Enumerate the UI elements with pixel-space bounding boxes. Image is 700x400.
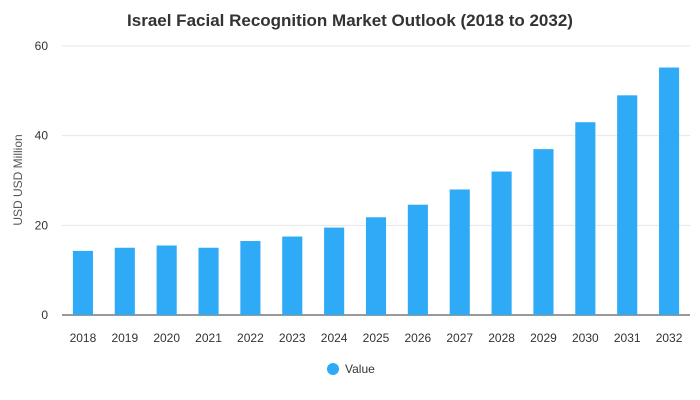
bar-2029[interactable] [533, 149, 554, 315]
y-tick-labels: 0 20 40 60 [35, 39, 49, 322]
x-tick-label-2021: 2021 [195, 331, 222, 345]
y-tick-label: 20 [35, 218, 49, 232]
x-tick-label-2019: 2019 [111, 331, 138, 345]
legend-marker-value [327, 363, 339, 375]
bar-2022[interactable] [240, 241, 261, 315]
x-tick-label-2030: 2030 [572, 331, 599, 345]
x-tick-label-2022: 2022 [237, 331, 264, 345]
bar-2025[interactable] [365, 217, 387, 315]
x-tick-label-2020: 2020 [153, 331, 180, 345]
legend[interactable]: Value [327, 362, 375, 376]
bar-2032[interactable] [659, 67, 680, 316]
legend-label-value: Value [345, 362, 375, 376]
bar-2027[interactable] [449, 189, 470, 315]
y-tick-label: 60 [35, 39, 49, 53]
bar-2023[interactable] [282, 236, 303, 315]
bar-2020[interactable] [156, 245, 177, 315]
x-tick-label-2027: 2027 [446, 331, 473, 345]
y-tick-label: 40 [35, 129, 49, 143]
bar-2031[interactable] [617, 95, 638, 315]
x-tick-label-2029: 2029 [530, 331, 557, 345]
x-tick-label-2018: 2018 [70, 331, 97, 345]
x-tick-label-2023: 2023 [279, 331, 306, 345]
x-tick-label-2024: 2024 [321, 331, 348, 345]
x-tick-label-2026: 2026 [405, 331, 432, 345]
x-tick-label-2031: 2031 [614, 331, 641, 345]
bar-2018[interactable] [72, 250, 93, 315]
chart-title: Israel Facial Recognition Market Outlook… [127, 11, 573, 30]
bar-2021[interactable] [198, 247, 219, 315]
x-tick-label-2032: 2032 [656, 331, 683, 345]
y-axis-label: USD USD Million [11, 134, 25, 225]
x-tick-label-2025: 2025 [363, 331, 390, 345]
bars [72, 67, 680, 316]
bar-2026[interactable] [407, 204, 428, 315]
bar-2024[interactable] [324, 227, 345, 315]
x-tick-labels: 2018 2019 2020 2021 2022 2023 2024 2025 2026 2027… [70, 331, 683, 345]
bar-2019[interactable] [114, 247, 135, 315]
bar-2030[interactable] [575, 122, 596, 315]
bar-2028[interactable] [491, 171, 512, 315]
y-tick-label: 0 [41, 308, 48, 322]
x-tick-label-2028: 2028 [488, 331, 515, 345]
